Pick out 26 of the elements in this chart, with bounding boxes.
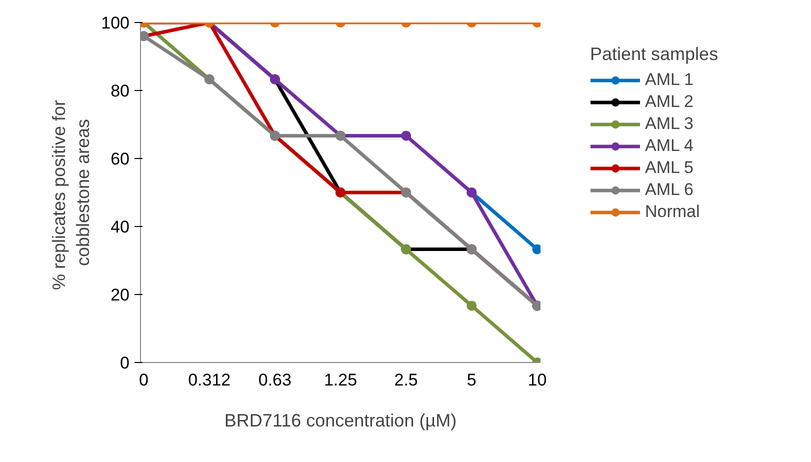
- point: [466, 300, 477, 311]
- point: [401, 130, 412, 141]
- legend-label: AML 3: [645, 114, 694, 134]
- y-tick-label: 60: [110, 150, 130, 168]
- y-tick-label: 40: [110, 218, 130, 236]
- x-tick-label: 2.5: [394, 370, 418, 390]
- y-tick-label: 0: [120, 354, 130, 372]
- legend-label: Normal: [645, 202, 700, 222]
- legend-label: AML 4: [645, 136, 694, 156]
- y-axis-title: % replicates positive for cobblestone areas: [49, 100, 94, 290]
- x-tick-label: 5: [466, 370, 476, 390]
- x-tick-label: 0: [139, 370, 149, 390]
- x-axis-title: BRD7116 concentration (µM): [224, 410, 457, 430]
- y-tick-label: 80: [110, 82, 130, 100]
- x-tick-label: 0.312: [188, 370, 231, 390]
- legend-label: AML 2: [645, 92, 694, 112]
- legend-label: AML 6: [645, 180, 694, 200]
- legend-title: Patient samples: [590, 44, 718, 65]
- legend-label: AML 5: [645, 158, 694, 178]
- x-tick-label: 1.25: [324, 370, 358, 390]
- x-tick-label: 0.63: [258, 370, 292, 390]
- y-tick-label: 20: [110, 286, 130, 304]
- x-tick-label: 10: [528, 370, 547, 390]
- legend-label: AML 1: [645, 70, 694, 90]
- y-tick-label: 100: [101, 14, 130, 32]
- point: [532, 244, 540, 254]
